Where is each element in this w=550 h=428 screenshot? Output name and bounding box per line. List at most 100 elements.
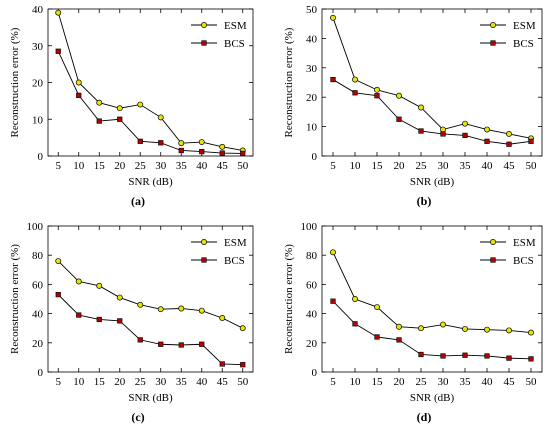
- panel-label: (a): [131, 194, 145, 208]
- x-tick-label: 45: [217, 160, 229, 172]
- data-point-bcs: [96, 118, 102, 124]
- data-point-bcs: [418, 128, 424, 134]
- series-line-bcs: [332, 300, 532, 360]
- y-axis-label: Reconstruction error (%): [9, 27, 21, 137]
- y-tick-label: 60: [32, 279, 44, 291]
- data-point-bcs: [219, 361, 225, 367]
- x-axis-label: SNR (dB): [128, 176, 173, 188]
- data-point-esm: [374, 304, 380, 310]
- legend-marker-bcs: [490, 40, 496, 46]
- x-tick-label: 10: [350, 160, 362, 172]
- x-tick-label: 20: [114, 376, 126, 388]
- x-tick-label: 5: [330, 376, 336, 388]
- series-line-bcs: [57, 51, 243, 154]
- x-tick-label: 40: [482, 160, 494, 172]
- x-axis-label: SNR (dB): [128, 392, 173, 404]
- panel-label: (d): [417, 410, 432, 424]
- data-point-bcs: [76, 312, 82, 318]
- data-point-esm: [157, 114, 164, 121]
- legend-marker-esm: [490, 22, 496, 28]
- y-axis-label: Reconstruction error (%): [283, 244, 295, 354]
- y-tick-label: 40: [32, 4, 44, 16]
- data-point-esm: [418, 325, 424, 332]
- data-point-esm: [352, 76, 358, 83]
- x-tick-label: 20: [114, 160, 126, 172]
- x-tick-label: 5: [56, 376, 62, 388]
- y-tick-label: 0: [38, 367, 44, 379]
- data-point-esm: [75, 79, 82, 86]
- x-tick-label: 10: [73, 160, 85, 172]
- series-line-bcs: [57, 294, 243, 366]
- data-point-esm: [96, 282, 103, 289]
- data-point-bcs: [117, 318, 123, 324]
- data-point-esm: [219, 315, 226, 321]
- data-point-bcs: [137, 337, 143, 343]
- x-tick-label: 30: [438, 376, 450, 388]
- data-point-bcs: [199, 148, 205, 155]
- data-point-bcs: [440, 353, 446, 359]
- y-tick-label: 20: [32, 78, 44, 90]
- data-point-bcs: [374, 93, 380, 99]
- data-point-esm: [178, 140, 185, 147]
- legend-label-bcs: BCS: [513, 255, 534, 267]
- data-point-esm: [352, 296, 358, 302]
- legend-label-bcs: BCS: [224, 38, 245, 50]
- x-tick-label: 50: [237, 376, 249, 388]
- y-tick-label: 50: [306, 4, 318, 16]
- y-tick-label: 30: [32, 41, 44, 53]
- y-tick-label: 10: [32, 114, 44, 126]
- data-point-bcs: [484, 353, 490, 359]
- legend-label-esm: ESM: [224, 237, 247, 249]
- x-tick-label: 40: [482, 376, 494, 388]
- data-point-bcs: [330, 298, 336, 304]
- x-tick-label: 40: [196, 160, 208, 172]
- data-point-bcs: [484, 138, 490, 144]
- data-point-bcs: [418, 351, 424, 358]
- data-point-esm: [55, 9, 62, 16]
- data-point-bcs: [374, 334, 380, 340]
- x-tick-label: 35: [176, 160, 188, 172]
- x-tick-label: 15: [94, 376, 106, 388]
- data-point-esm: [330, 249, 336, 256]
- x-tick-label: 5: [56, 160, 62, 172]
- chart-panel-2: 5 10 15 20 25 30 35 40 45 50 0 10 20 30 40 50 SNR (dB) Re…: [283, 4, 543, 208]
- series-line-esm: [57, 12, 243, 151]
- data-point-bcs: [96, 316, 102, 323]
- x-tick-label: 10: [350, 376, 362, 388]
- plot-frame: [47, 225, 254, 373]
- data-point-esm: [396, 323, 402, 330]
- data-point-esm: [219, 143, 226, 150]
- data-point-bcs: [528, 356, 534, 362]
- legend-label-esm: ESM: [513, 20, 536, 32]
- y-tick-label: 100: [301, 221, 318, 233]
- panel-label: (b): [417, 194, 432, 208]
- x-tick-label: 25: [135, 160, 147, 172]
- y-tick-label: 20: [32, 338, 44, 350]
- data-point-esm: [506, 327, 512, 334]
- series-line-bcs: [332, 79, 532, 145]
- y-tick-label: 40: [306, 309, 318, 321]
- data-point-bcs: [158, 341, 164, 347]
- y-tick-label: 20: [306, 92, 318, 104]
- data-point-esm: [484, 326, 490, 333]
- data-point-esm: [462, 325, 468, 332]
- chart-panel-4: 5 10 15 20 25 30 35 40 45 50 0 20 40 60 80 100 SNR (dB) R…: [283, 221, 543, 424]
- data-point-esm: [506, 130, 512, 137]
- x-tick-label: 45: [217, 376, 229, 388]
- x-tick-label: 35: [460, 160, 472, 172]
- x-tick-label: 15: [94, 160, 106, 172]
- data-point-bcs: [55, 292, 61, 298]
- data-point-esm: [462, 120, 468, 127]
- data-point-esm: [396, 92, 402, 99]
- legend-marker-esm: [201, 239, 207, 245]
- data-point-bcs: [158, 140, 164, 146]
- x-tick-label: 20: [394, 160, 406, 172]
- series-line-esm: [332, 17, 532, 139]
- x-tick-label: 30: [155, 160, 167, 172]
- data-point-esm: [418, 104, 424, 111]
- data-point-esm: [96, 99, 103, 106]
- data-point-esm: [330, 14, 336, 21]
- data-point-bcs: [199, 341, 205, 347]
- x-tick-label: 50: [526, 160, 538, 172]
- data-point-bcs: [352, 90, 358, 96]
